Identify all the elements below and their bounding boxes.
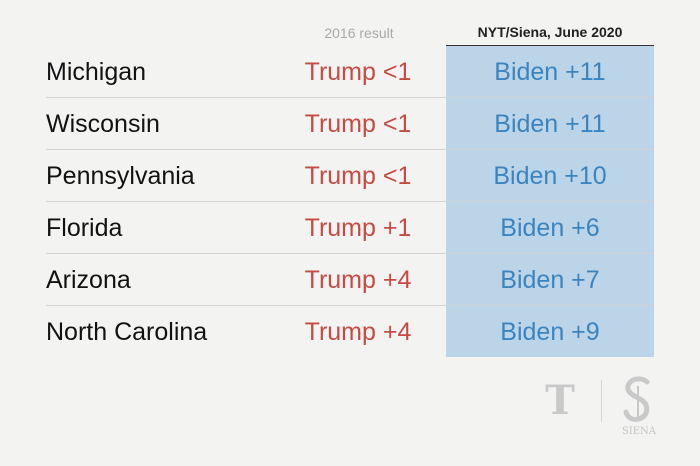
nyt-siena-cell: Biden +11: [446, 98, 654, 149]
state-name: Florida: [46, 214, 123, 242]
row-divider: [46, 149, 654, 150]
table-row: Michigan Trump <1 Biden +11: [0, 46, 700, 98]
nyt-siena-value: Biden +10: [493, 162, 607, 190]
table-row: Arizona Trump +4 Biden +7: [0, 254, 700, 306]
nyt-logo-icon: T: [545, 377, 575, 424]
state-name: Pennsylvania: [46, 162, 195, 190]
table-row: Wisconsin Trump <1 Biden +11: [0, 98, 700, 150]
column-header-2016-result: 2016 result: [324, 25, 394, 41]
result-2016-value: Trump +4: [304, 318, 412, 346]
siena-logo-icon: SIENA: [622, 376, 657, 436]
row-divider: [46, 253, 654, 254]
table-header: 2016 result NYT/Siena, June 2020: [0, 20, 700, 46]
result-2016-value: Trump +1: [304, 214, 412, 242]
row-divider: [46, 305, 654, 306]
column-header-nyt-siena: NYT/Siena, June 2020: [477, 24, 623, 40]
state-name: Michigan: [46, 58, 147, 86]
table-row: North Carolina Trump +4 Biden +9: [0, 306, 700, 358]
nyt-siena-value: Biden +11: [494, 110, 606, 138]
nyt-siena-value: Biden +6: [500, 214, 600, 242]
header-divider: [446, 45, 654, 46]
result-2016-value: Trump <1: [304, 58, 412, 86]
nyt-siena-cell: Biden +9: [446, 306, 654, 357]
row-divider: [46, 201, 654, 202]
result-2016-value: Trump <1: [304, 162, 412, 190]
state-name: Arizona: [46, 266, 131, 294]
state-name: Wisconsin: [46, 110, 160, 138]
logo-divider: [601, 380, 602, 422]
nyt-siena-cell: Biden +10: [446, 150, 654, 201]
nyt-siena-cell: Biden +6: [446, 202, 654, 253]
nyt-siena-value: Biden +7: [500, 266, 600, 294]
result-2016-value: Trump <1: [304, 110, 412, 138]
nyt-siena-cell: Biden +11: [446, 46, 654, 97]
state-name: North Carolina: [46, 318, 208, 346]
nyt-siena-value: Biden +9: [500, 318, 600, 346]
result-2016-value: Trump +4: [304, 266, 412, 294]
table-row: Pennsylvania Trump <1 Biden +10: [0, 150, 700, 202]
siena-logo-text: SIENA: [622, 426, 657, 436]
nyt-siena-value: Biden +11: [494, 58, 606, 86]
logos: T SIENA: [540, 376, 670, 440]
nyt-siena-cell: Biden +7: [446, 254, 654, 305]
row-divider: [46, 97, 654, 98]
table-row: Florida Trump +1 Biden +6: [0, 202, 700, 254]
results-table: Michigan Trump <1 Biden +11 Wisconsin Trump …: [0, 46, 700, 358]
